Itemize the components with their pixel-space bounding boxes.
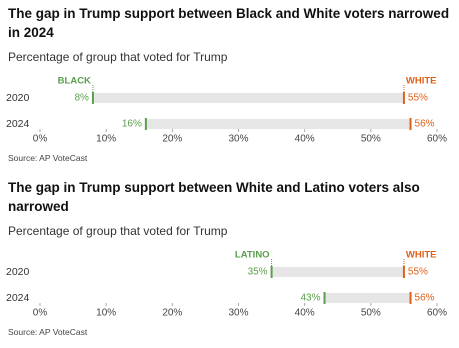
range-bar (271, 267, 404, 277)
row-label: 2020 (6, 92, 30, 104)
x-tick-label: 60% (427, 134, 447, 145)
series-label: LATINO (235, 250, 270, 261)
x-tick-label: 20% (162, 308, 182, 319)
chart-subtitle: Percentage of group that voted for Trump (8, 224, 228, 238)
value-label: 43% (301, 293, 321, 304)
chart-panel: The gap in Trump support between Black a… (6, 6, 450, 163)
x-tick-label: 60% (427, 308, 447, 319)
value-label: 55% (408, 93, 428, 104)
chart-title: The gap in Trump support between White a… (8, 180, 420, 214)
x-tick-label: 40% (295, 308, 315, 319)
value-label: 35% (248, 267, 268, 278)
source-note: Source: AP VoteCast (8, 153, 88, 163)
x-tick-label: 30% (228, 134, 248, 145)
series-label: BLACK (58, 76, 91, 87)
value-label: 8% (74, 93, 89, 104)
value-label: 55% (408, 267, 428, 278)
plot: 0% 10% 20% 30% 40% 50% 60% LATINO WHITE 2020 35% 55… (6, 250, 447, 319)
row-label: 2020 (6, 266, 30, 278)
series-label: WHITE (406, 76, 437, 87)
x-tick-label: 20% (162, 134, 182, 145)
row-label: 2024 (6, 118, 30, 130)
series-label: WHITE (406, 250, 437, 261)
x-tick-label: 50% (361, 134, 381, 145)
x-tick-label: 50% (361, 308, 381, 319)
range-bar (324, 293, 411, 303)
x-tick-label: 40% (295, 134, 315, 145)
range-bar (92, 93, 404, 103)
chart-subtitle: Percentage of group that voted for Trump (8, 50, 228, 64)
x-tick-label: 10% (96, 308, 116, 319)
row-label: 2024 (6, 292, 30, 304)
source-note: Source: AP VoteCast (8, 327, 88, 337)
value-label: 56% (415, 119, 435, 130)
value-label: 16% (122, 119, 142, 130)
chart-panel: The gap in Trump support between White a… (0, 174, 459, 348)
plot: 0% 10% 20% 30% 40% 50% 60% BLACK WHITE 2020 8% 55% 2… (6, 76, 447, 145)
x-tick-label: 0% (33, 308, 48, 319)
x-tick-label: 10% (96, 134, 116, 145)
range-bar (145, 119, 411, 129)
value-label: 56% (415, 293, 435, 304)
chart-title: The gap in Trump support between Black a… (8, 6, 450, 40)
x-tick-label: 0% (33, 134, 48, 145)
x-tick-label: 30% (228, 308, 248, 319)
